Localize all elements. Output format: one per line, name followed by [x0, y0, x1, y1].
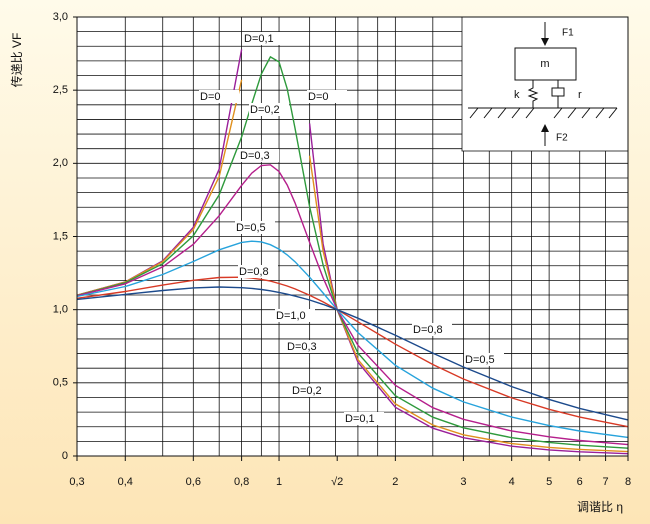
- x-tick-label: 7: [603, 476, 609, 488]
- mass-label: m: [540, 58, 549, 70]
- curve: [76, 286, 629, 421]
- x-tick-label: √2: [331, 476, 343, 488]
- y-tick-label: 2,0: [53, 157, 68, 169]
- label-bg: [291, 384, 331, 397]
- curve-label: D=0,3: [287, 341, 317, 353]
- label-bg: [235, 221, 275, 234]
- force-label: F1: [562, 28, 574, 39]
- label-bg: [412, 323, 452, 336]
- curve: [76, 164, 629, 446]
- curve: [76, 55, 629, 449]
- y-axis-title: 传递比 VF: [9, 33, 24, 88]
- plot-frame: [76, 16, 629, 457]
- label-bg: [243, 32, 283, 45]
- label-bg: [249, 103, 289, 116]
- curve-label: D=0,1: [244, 33, 274, 45]
- curve-label: D=0,2: [250, 104, 280, 116]
- curve-label: D=0: [200, 91, 221, 103]
- label-bg: [344, 412, 384, 425]
- curve-label: D=0,8: [413, 324, 443, 336]
- curve-label: D=0: [308, 91, 329, 103]
- arrowhead: [541, 124, 549, 132]
- x-tick-label: 0,4: [118, 476, 133, 488]
- curve: [76, 240, 629, 439]
- y-tick-label: 0,5: [53, 377, 68, 389]
- y-tick-label: 2,5: [53, 84, 68, 96]
- curve-label: D=0,5: [236, 222, 266, 234]
- x-tick-label: 6: [577, 476, 583, 488]
- arrowhead: [541, 38, 549, 46]
- ground-hatch: [469, 107, 618, 119]
- inset-diagram: F1 m k r F2: [461, 16, 629, 152]
- curves: [76, 49, 629, 455]
- force-label: F2: [556, 133, 568, 144]
- spring-label: k: [514, 89, 520, 101]
- label-bg: [275, 309, 315, 322]
- curve-label: D=0,5: [465, 354, 495, 366]
- x-tick-label: 0,6: [186, 476, 201, 488]
- curve: [76, 276, 629, 428]
- curve-label: D=0,1: [345, 413, 375, 425]
- x-tick-label: 1: [276, 476, 282, 488]
- curve-label: D=1,0: [276, 310, 306, 322]
- label-bg: [286, 340, 326, 353]
- mass-box: [514, 47, 577, 81]
- y-tick-label: 1,5: [53, 230, 68, 242]
- x-tick-label: 4: [509, 476, 515, 488]
- spring: [527, 80, 539, 108]
- x-tick-label: 3: [460, 476, 466, 488]
- x-tick-label: 0,3: [69, 476, 84, 488]
- label-bg: [238, 265, 278, 278]
- x-tick-label: 5: [546, 476, 552, 488]
- damper: [551, 80, 565, 108]
- labels: D=0 D=0 D=0,1 D=0,1 D=0,2 D=0,2 D=0,3 D=0,3 D=0,…: [199, 32, 504, 425]
- label-bg: [307, 90, 347, 103]
- curve-label: D=0,8: [239, 266, 269, 278]
- x-tick-label: 0,8: [234, 476, 249, 488]
- label-bg: [464, 353, 504, 366]
- y-tick-label: 1,0: [53, 304, 68, 316]
- x-tick-label: 8: [625, 476, 631, 488]
- x-tick-label: 2: [392, 476, 398, 488]
- y-tick-label: 3,0: [53, 11, 68, 23]
- damper-label: r: [578, 89, 582, 101]
- curve-label: D=0,2: [292, 385, 322, 397]
- x-axis-title: 调谐比 η: [577, 500, 623, 514]
- label-bg: [239, 149, 279, 162]
- curve-label: D=0,3: [240, 150, 270, 162]
- y-tick-label: 0: [62, 450, 68, 462]
- label-bg: [199, 90, 239, 103]
